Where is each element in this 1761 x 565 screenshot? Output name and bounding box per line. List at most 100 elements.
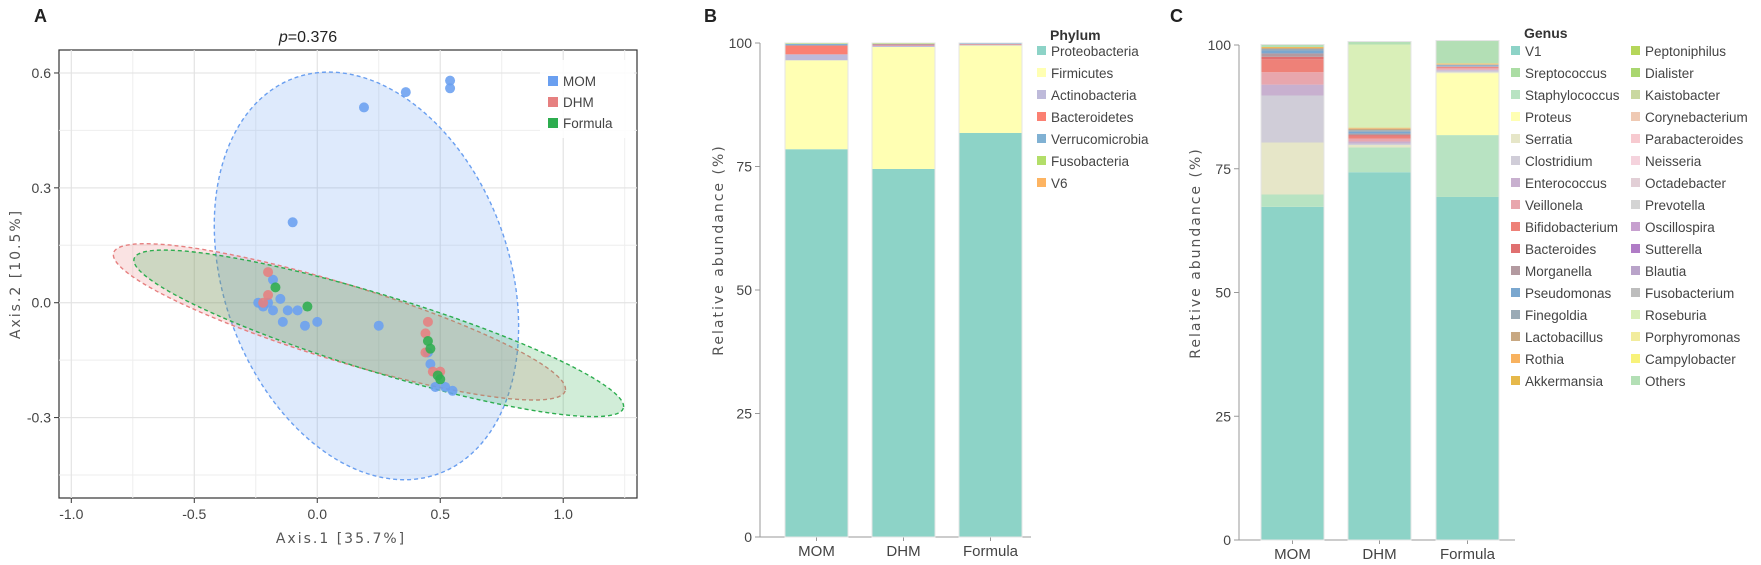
panel-c-bar-dhm-bifidobacterium: [1348, 136, 1411, 139]
panel-c-bar-dhm-v1: [1348, 172, 1411, 540]
panel-a-letter: A: [34, 6, 47, 26]
panel-c-bar-mom-serratia: [1261, 142, 1324, 195]
panel-c-legend-label-morganella: Morganella: [1525, 264, 1592, 279]
panel-c-bar-dhm-bacteroides: [1348, 135, 1411, 137]
panel-b-legend-label-fusobacteria: Fusobacteria: [1051, 154, 1130, 169]
panel-b-bar-mom-bacteroidetes: [785, 45, 848, 55]
panel-a-point-formula: [425, 343, 436, 354]
panel-c-legend-label-veillonela: Veillonela: [1525, 198, 1583, 213]
panel-a-point-dhm: [422, 316, 433, 327]
panel-c-bar-dhm-enterococcus: [1348, 141, 1411, 144]
panel-b-legend-label-firmicutes: Firmicutes: [1051, 66, 1114, 81]
panel-b-legend-title: Phylum: [1050, 27, 1101, 43]
panel-b-axis: 0 25 50 75 100 MOM DHM Formula: [729, 35, 1031, 560]
panel-b-bar-outline-formula: [958, 42, 1023, 538]
panel-c-legend-label-proteus: Proteus: [1525, 110, 1572, 125]
panel-c-bar-dhm-lactobacillus: [1348, 128, 1411, 131]
panel-c-legend-label-finegoldia: Finegoldia: [1525, 308, 1588, 323]
panel-c-legend-label-v1: V1: [1525, 44, 1542, 59]
panel-a-title-value: =0.376: [288, 29, 337, 46]
panel-a-point-mom: [430, 381, 441, 392]
panel-c-legend-label-sutterella: Sutterella: [1645, 242, 1703, 257]
panel-c-legend-swatch-peptoniphilus: [1631, 46, 1640, 55]
panel-a-ytick-label: 0.6: [32, 65, 52, 81]
panel-c-xtick-label: DHM: [1362, 546, 1396, 563]
panel-c-bar-mom-staphylococcus: [1261, 194, 1324, 207]
panel-c-legend-swatch-staphylococcus: [1511, 90, 1520, 99]
panel-b-bar-mom-verrucomicrobia: [785, 43, 848, 46]
panel-c-legend-swatch-kaistobacter: [1631, 90, 1640, 99]
panel-a-points: [253, 75, 458, 396]
panel-c-legend-swatch-oscillospira: [1631, 222, 1640, 231]
panel-c-legend-swatch-rothia: [1511, 354, 1520, 363]
panel-c-legend-swatch-morganella: [1511, 266, 1520, 275]
panel-b-legend-swatch-v6: [1037, 178, 1046, 187]
panel-b-legend-swatch-proteobacteria: [1037, 46, 1046, 55]
panel-c-legend-swatch-enterococcus: [1511, 178, 1520, 187]
panel-c-bar-formula-proteus: [1436, 73, 1499, 136]
panel-c-bar-formula-veillonela: [1436, 68, 1499, 70]
panel-c-legend-label-blautia: Blautia: [1645, 264, 1687, 279]
panel-a-point-mom: [400, 87, 411, 98]
panel-c-letter: C: [1170, 6, 1183, 26]
panel-a-xtick-label: -1.0: [59, 506, 83, 522]
panel-c-legend-swatch-serratia: [1511, 134, 1520, 143]
panel-a-point-mom: [447, 385, 458, 396]
panel-a-legend-label-dhm: DHM: [563, 95, 594, 110]
panel-c-ylabel: Relative abundance (%): [1188, 147, 1204, 358]
panel-c-legend-swatch-bacteroides: [1511, 244, 1520, 253]
panel-a-ticks: -1.0 -0.5 0.0 0.5 1.0 -0.3 0.0 0.3 0.6: [27, 65, 573, 522]
panel-c-bars: [1260, 40, 1500, 541]
panel-c-xtick-label: Formula: [1440, 546, 1496, 563]
panel-b-legend-swatch-fusobacteria: [1037, 156, 1046, 165]
panel-a-ellipse-dhm: [112, 243, 567, 401]
panel-b-legend-label-bacteroidetes: Bacteroidetes: [1051, 110, 1134, 125]
panel-c-bar-dhm-morganella: [1348, 133, 1411, 136]
panel-a-point-formula: [302, 301, 313, 312]
panel-c-ytick-label: 0: [1223, 532, 1231, 548]
panel-c-bar-mom-enterococcus: [1261, 84, 1324, 96]
panel-c-bar-dhm-staphylococcus: [1348, 147, 1411, 173]
panel-c-legend-swatch-octadebacter: [1631, 178, 1640, 187]
panel-c-legend-label-porphyromonas: Porphyromonas: [1645, 330, 1741, 345]
panel-a-title: p=0.376: [278, 29, 337, 46]
panel-b-bar-formula-firmicutes: [959, 45, 1022, 133]
panel-c-bar-mom-clostridium: [1261, 95, 1324, 143]
panel-a-xtick-label: 0.5: [430, 506, 450, 522]
panel-b-phylum: B 0 25 50 75 100 MOM DHM Formula Relative abund…: [704, 6, 1149, 560]
panel-a-point-mom: [358, 102, 369, 113]
panel-c-legend-label-rothia: Rothia: [1525, 352, 1565, 367]
panel-b-bar-mom-proteobacteria: [785, 149, 848, 537]
panel-a-point-mom: [267, 274, 278, 285]
panel-c-bar-formula-clostridium: [1436, 70, 1499, 73]
panel-c-legend-label-clostridium: Clostridium: [1525, 154, 1593, 169]
panel-c-bar-formula-others: [1436, 40, 1499, 64]
panel-a-point-dhm: [263, 290, 274, 301]
panel-c-legend-swatch-porphyromonas: [1631, 332, 1640, 341]
panel-c-bar-dhm-veillonela: [1348, 138, 1411, 142]
panel-c-bar-mom-others: [1261, 44, 1324, 47]
panel-a-point-mom: [267, 305, 278, 316]
panel-c-ytick-label: 75: [1215, 161, 1231, 177]
panel-a-ytick-label: 0.0: [32, 295, 52, 311]
panel-b-ylabel: Relative abundance (%): [711, 144, 727, 355]
panel-c-bar-outline-dhm: [1347, 41, 1412, 541]
panel-c-legend-label-kaistobacter: Kaistobacter: [1645, 88, 1721, 103]
panel-c-ytick-label: 100: [1208, 37, 1232, 53]
panel-c-legend-label-bacteroides: Bacteroides: [1525, 242, 1597, 257]
panel-c-legend-swatch-pseudomonas: [1511, 288, 1520, 297]
panel-b-bar-outline-dhm: [871, 42, 936, 538]
panel-b-bars: [784, 42, 1023, 538]
panel-c-bar-dhm-finegoldia: [1348, 130, 1411, 132]
panel-c-legend-label-enterococcus: Enterococcus: [1525, 176, 1607, 191]
panel-c-bar-mom-bifidobacterium: [1261, 59, 1324, 73]
panel-a-point-dhm: [263, 267, 274, 278]
panel-b-letter: B: [704, 6, 717, 26]
panel-c-legend-label-oscillospira: Oscillospira: [1645, 220, 1715, 235]
panel-a-point-mom: [282, 305, 293, 316]
panel-a-point-mom: [277, 316, 288, 327]
panel-a-legend-swatch-formula: [548, 118, 558, 128]
panel-b-legend: Proteobacteria Firmicutes Actinobacteria Ba…: [1037, 44, 1149, 191]
panel-a-point-mom: [275, 293, 286, 304]
panel-b-xtick-label: MOM: [798, 543, 835, 560]
